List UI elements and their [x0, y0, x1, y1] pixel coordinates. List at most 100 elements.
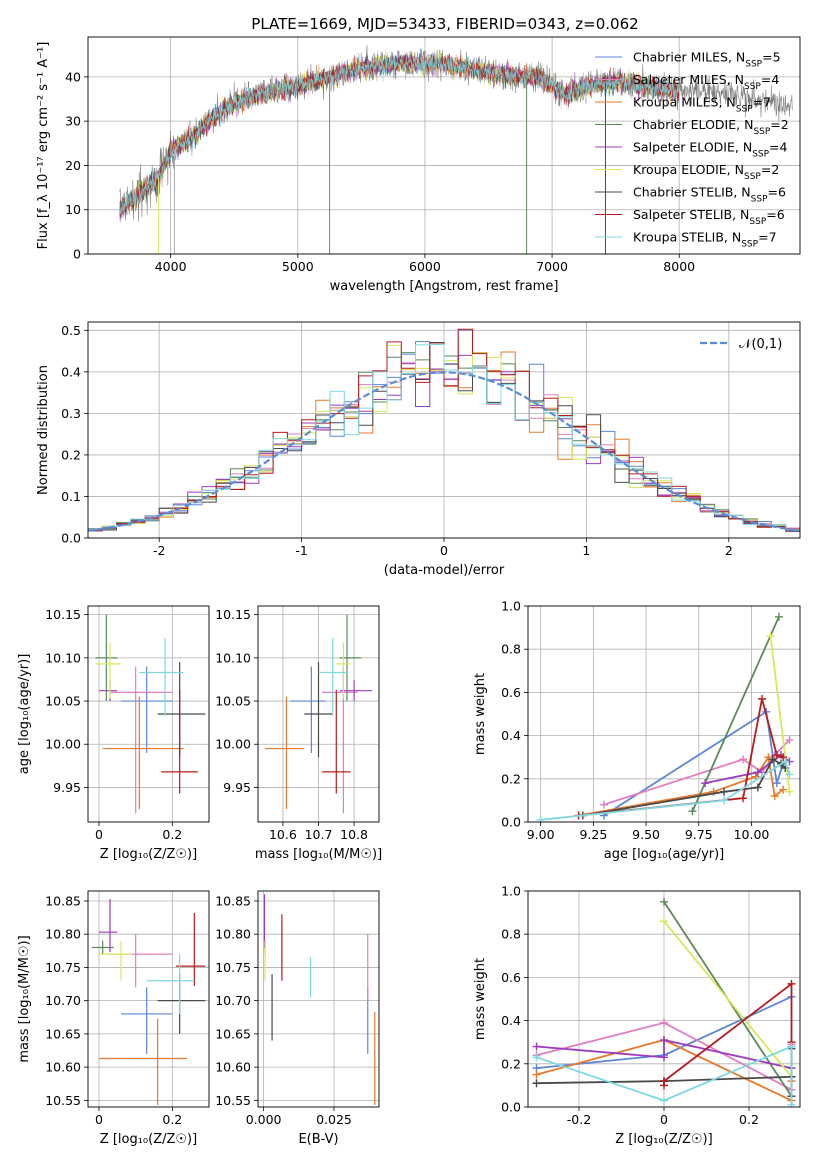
- weight-marker: [739, 755, 748, 764]
- x-axis-label: mass [log₁₀(M/M☉)]: [255, 847, 382, 862]
- y-tick-label: 0.8: [501, 927, 521, 942]
- legend-ssp-subscript: SSP: [753, 127, 770, 137]
- weight-marker: [532, 1042, 541, 1051]
- legend-equals: =: [768, 185, 778, 200]
- y-tick-label: 0.3: [61, 406, 81, 421]
- legend-ssp-subscript: SSP: [745, 60, 762, 70]
- weight-series-line: [603, 710, 784, 817]
- x-tick-label: 0: [95, 1112, 103, 1127]
- x-tick-label: -0.2: [567, 1112, 591, 1127]
- legend-entry-name: Kroupa STELIB: [633, 230, 724, 245]
- weight-marker: [774, 612, 783, 621]
- y-tick-label: 10.05: [45, 694, 81, 709]
- weight-marker: [772, 751, 781, 760]
- legend-nssp-value: 4: [780, 140, 788, 155]
- x-tick-label: 2: [725, 543, 733, 558]
- axes-frame: [87, 36, 801, 255]
- x-tick-label: 9.75: [685, 827, 713, 842]
- x-tick-label: -1: [295, 543, 307, 558]
- y-tick-label: 0.6: [501, 970, 521, 985]
- weight-marker: [532, 1079, 541, 1088]
- model-spectrum-line: [119, 51, 680, 216]
- legend-ssp-subscript: SSP: [744, 172, 761, 182]
- y-tick-label: 10.60: [45, 1060, 81, 1075]
- legend-entry-name: Chabrier MILES: [633, 50, 728, 65]
- weight-series-line: [578, 754, 784, 817]
- y-axis-label: age [log₁₀(age/yr)]: [17, 654, 32, 775]
- plot-area: [263, 894, 376, 1106]
- x-tick-label: 0: [95, 827, 103, 842]
- y-axis-label: mass weight: [473, 673, 488, 755]
- weight-marker: [660, 1018, 668, 1027]
- legend-entry: Kroupa ELODIE, NSSP=2: [633, 162, 779, 182]
- x-tick-label: 9.50: [632, 827, 660, 842]
- plot-area: [536, 612, 794, 822]
- y-tick-label: 0.0: [501, 1100, 521, 1115]
- weight-marker: [720, 796, 729, 805]
- x-tick-label: 9.00: [527, 827, 555, 842]
- y-tick-label: 10.60: [215, 1060, 251, 1075]
- legend-entry-name: Chabrier ELODIE: [633, 117, 736, 132]
- x-tick-label: 0.000: [246, 1112, 282, 1127]
- legend-entry: Chabrier ELODIE, NSSP=2: [633, 117, 789, 137]
- x-tick-label: 0: [660, 1112, 668, 1127]
- y-tick-label: 10.85: [45, 893, 81, 908]
- y-tick-label: 10.80: [215, 927, 251, 942]
- weight-marker: [753, 783, 762, 792]
- y-tick-label: 1.0: [501, 599, 521, 614]
- y-tick-label: 0.4: [501, 728, 521, 743]
- plot-area: [532, 897, 796, 1107]
- legend-entry-name: Salpeter ELODIE: [633, 140, 735, 155]
- legend-entry-name: Chabrier STELIB: [633, 185, 733, 200]
- y-tick-label: 10.10: [45, 650, 81, 665]
- weight-marker: [660, 897, 668, 906]
- x-axis-label: (data-model)/error: [384, 563, 505, 578]
- weight-series-line: [540, 760, 791, 821]
- x-axis-label: Z [log₁₀(Z/Z☉)]: [100, 847, 197, 862]
- y-tick-label: 0.5: [61, 323, 81, 338]
- legend-equals: =: [758, 230, 768, 245]
- weight-marker: [787, 1100, 796, 1107]
- x-axis-label: wavelength [Angstrom, rest frame]: [330, 279, 559, 294]
- x-tick-label: 5000: [282, 259, 314, 274]
- x-tick-label: 0.2: [739, 1112, 759, 1127]
- legend-entry-name: Kroupa ELODIE: [633, 162, 727, 177]
- weight-marker: [772, 779, 781, 788]
- x-tick-label: 0.2: [162, 1112, 182, 1127]
- chart-panel-mass_vs_ebv: 0.000 0.025 10.55 10.60 10.65 10.70 10.75 10.80…: [215, 890, 380, 1147]
- plot-area: [91, 898, 206, 1106]
- y-tick-label: 10.15: [45, 607, 81, 622]
- weight-marker: [660, 917, 668, 926]
- weight-marker: [688, 807, 697, 816]
- y-axis-label: Normed distribution: [36, 365, 51, 495]
- weight-marker: [660, 1096, 668, 1105]
- chart-panel-age_vs_Z: 0 0.2 9.95 10.00 10.05 10.10 10.15 Z [log₁₀(Z/Z…: [17, 605, 210, 862]
- plot-area: [265, 614, 372, 814]
- x-tick-label: 4000: [155, 259, 187, 274]
- legend-entry: Chabrier MILES, NSSP=5: [633, 50, 781, 70]
- legend-entry: Salpeter ELODIE, NSSP=4: [633, 140, 788, 160]
- weight-marker: [787, 1042, 796, 1051]
- weight-marker: [536, 815, 545, 822]
- plot-area: [95, 614, 206, 814]
- legend-ssp-subscript: SSP: [752, 150, 769, 160]
- chart-panel-weight_vs_Z: -0.2 0 0.2 0.0 0.2 0.4 0.6 0.8 1.0 Z [log₁₀(Z/Z☉)…: [473, 884, 801, 1147]
- axes-frame: [527, 890, 801, 1108]
- x-tick-label: 7000: [536, 259, 568, 274]
- legend-ssp-subscript: SSP: [751, 195, 768, 205]
- y-tick-label: 9.95: [53, 780, 81, 795]
- x-tick-label: 10.7: [305, 827, 333, 842]
- y-tick-label: 10.85: [215, 893, 251, 908]
- gridlines: [258, 606, 379, 822]
- x-tick-label: 10.00: [734, 827, 770, 842]
- y-tick-label: 0.0: [61, 531, 81, 546]
- y-tick-label: 0.2: [501, 1056, 521, 1071]
- gridlines: [88, 891, 209, 1107]
- legend-ssp-subscript: SSP: [749, 217, 766, 227]
- legend-equals: =: [753, 95, 763, 110]
- legend-equals: =: [761, 162, 771, 177]
- y-tick-label: 10.00: [45, 737, 81, 752]
- y-tick-label: 10.70: [45, 993, 81, 1008]
- chart-panel-weight_vs_age: 9.00 9.25 9.50 9.75 10.00 0.0 0.2 0.4 0.6 0.8 1.0 a…: [473, 599, 801, 862]
